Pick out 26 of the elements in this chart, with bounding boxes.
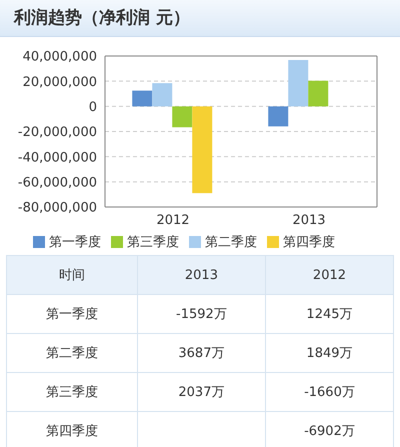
y-tick-label: -40,000,000 bbox=[18, 150, 97, 166]
chart-title: 利润趋势（净利润 元） bbox=[0, 0, 400, 37]
text: 第二季度 bbox=[46, 346, 98, 361]
category-label: 2012 bbox=[312, 268, 346, 282]
text: 3687万 bbox=[137, 334, 266, 372]
y-tick-label: -20,000,000 bbox=[18, 125, 97, 140]
text: 第一季度 bbox=[46, 307, 98, 322]
text: 时间 bbox=[6, 256, 138, 294]
legend-label: 第一季度 bbox=[49, 235, 101, 250]
y-tick-label: 20,000,000 bbox=[22, 74, 97, 90]
y-tick-label: 40,000,000 bbox=[22, 50, 97, 65]
text: 第四季度 bbox=[46, 424, 98, 439]
legend-label: 第三季度 bbox=[127, 235, 179, 250]
text: -1660万 bbox=[265, 372, 394, 412]
y-tick-label: 0 bbox=[88, 100, 97, 115]
category-label: 2013 bbox=[184, 268, 218, 282]
text: 第三季度 bbox=[46, 385, 98, 400]
legend-label: 第二季度 bbox=[205, 235, 257, 250]
text: 2037万 bbox=[137, 372, 266, 412]
text: 1849万 bbox=[265, 334, 394, 372]
y-tick-label: -80,000,000 bbox=[18, 200, 97, 216]
text: -1592万 bbox=[137, 294, 266, 334]
legend-label: 第四季度 bbox=[283, 235, 335, 250]
text: 1245万 bbox=[265, 294, 394, 334]
text: -6902万 bbox=[265, 412, 394, 447]
y-tick-label: -60,000,000 bbox=[18, 175, 97, 190]
